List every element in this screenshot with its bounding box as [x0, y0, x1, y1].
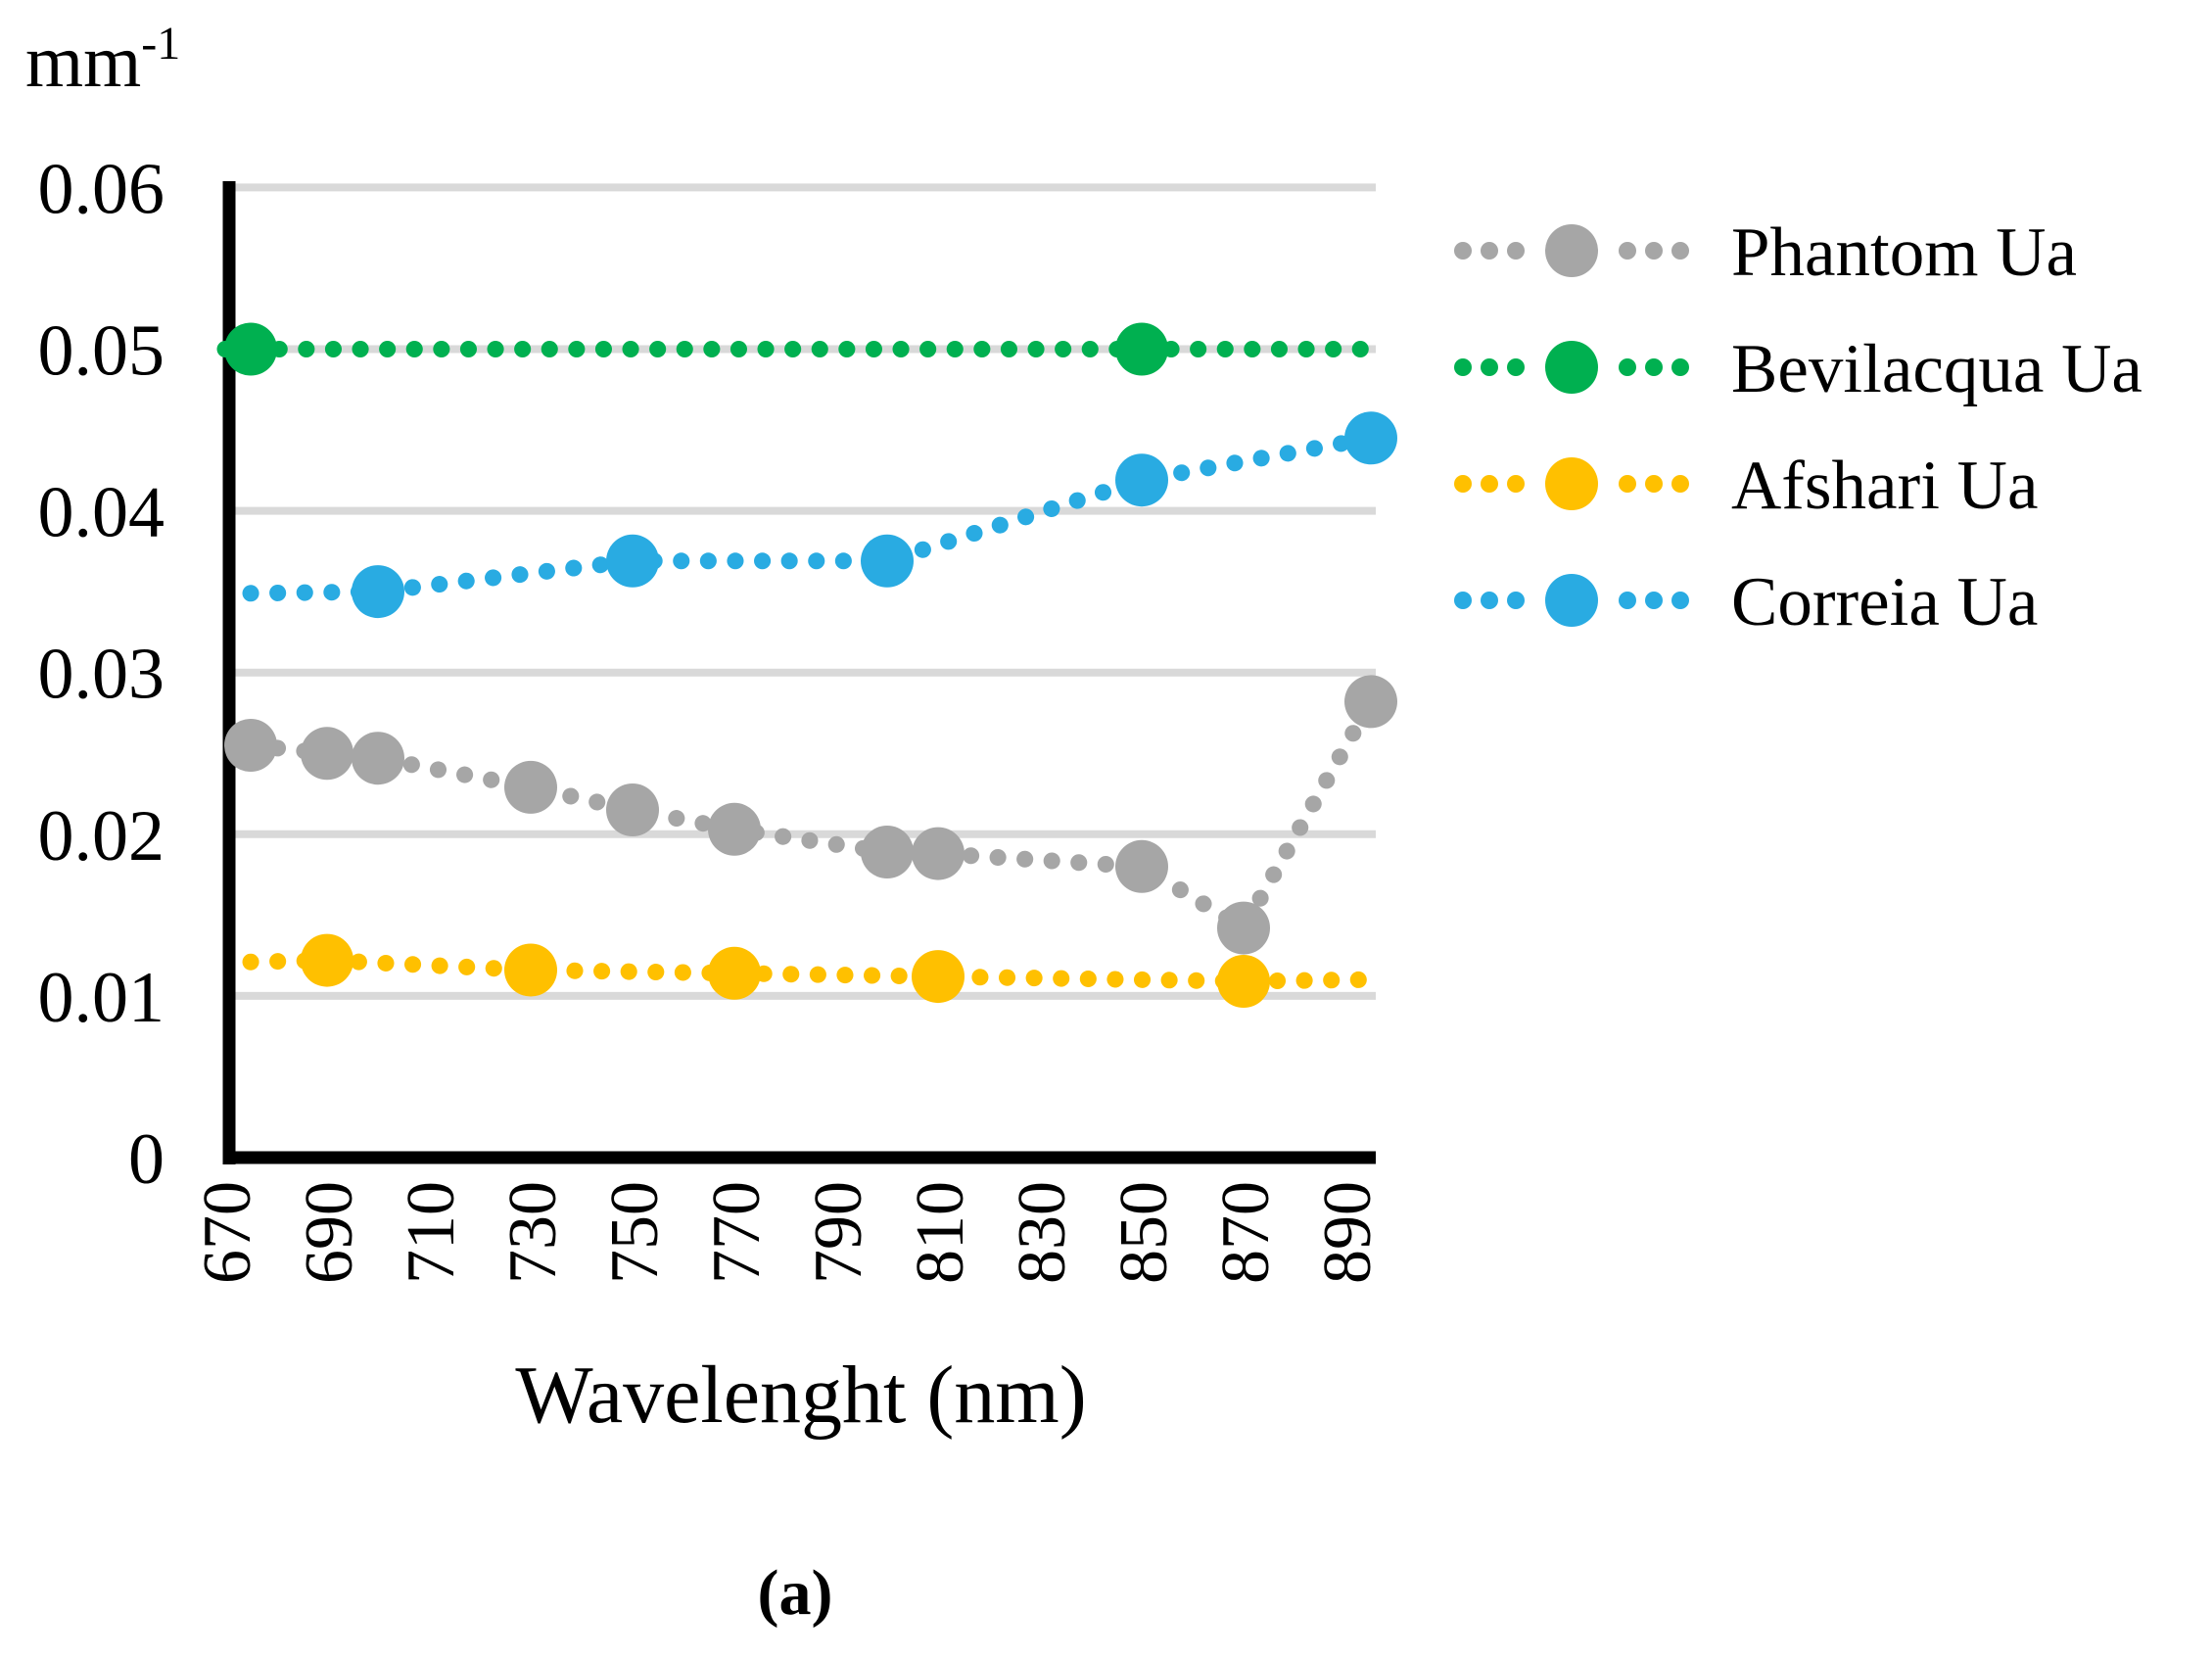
x-tick-label: 770 [699, 1181, 775, 1284]
x-axis-tick-labels: 670 690 710 730 750 770 790 810 830 850 870 890 [190, 1181, 1386, 1284]
series-afshari-ua [242, 933, 1370, 1008]
y-tick-label: 0.02 [38, 796, 165, 877]
data-point-marker [504, 943, 557, 997]
x-tick-label: 670 [190, 1181, 265, 1284]
y-tick-label: 0.05 [38, 311, 165, 392]
data-point-marker [1217, 955, 1270, 1008]
legend-label-correia-ua: Correia Ua [1731, 564, 2038, 640]
series-phantom-ua [224, 675, 1397, 955]
y-tick-label: 0 [128, 1119, 165, 1200]
data-point-marker [224, 322, 277, 376]
series-dotted-line [242, 692, 1380, 940]
y-tick-label: 0.03 [38, 635, 165, 715]
x-tick-label: 710 [394, 1181, 469, 1284]
x-axis-title: Wavelenght (nm) [515, 1350, 1086, 1441]
data-point-marker [1344, 675, 1397, 729]
x-tick-label: 870 [1208, 1181, 1284, 1284]
legend-markers [1454, 224, 1689, 627]
data-point-marker [708, 802, 761, 856]
data-point-marker [861, 826, 914, 878]
data-point-marker [1115, 453, 1168, 507]
data-point-marker [606, 783, 659, 836]
data-point-marker [606, 534, 659, 588]
y-axis-tick-labels: 0 0.01 0.02 0.03 0.04 0.05 0.06 [38, 149, 165, 1200]
series-bevilacqua-ua [216, 322, 1370, 376]
data-point-marker [224, 719, 277, 772]
legend-label-afshari-ua: Afshari Ua [1731, 448, 2038, 524]
x-tick-label: 830 [1005, 1181, 1080, 1284]
y-tick-label: 0.04 [38, 473, 165, 553]
y-axis-unit-label: mm-1 [25, 18, 180, 103]
series-dotted-line [242, 952, 1370, 990]
x-tick-label: 810 [903, 1181, 978, 1284]
legend-marker-correia-ua [1454, 574, 1689, 627]
x-tick-label: 750 [597, 1181, 673, 1284]
data-point-marker [1115, 322, 1168, 376]
y-axis-unit-exponent: -1 [141, 18, 180, 70]
series-dotted-line [242, 429, 1380, 602]
figure-caption: (a) [758, 1557, 833, 1629]
data-series [216, 322, 1397, 1008]
series-correia-ua [242, 411, 1397, 619]
y-tick-label: 0.01 [38, 958, 165, 1038]
legend: Phantom Ua Bevilacqua Ua Afshari Ua Corr… [1731, 214, 2142, 640]
data-point-marker [301, 727, 353, 781]
data-point-marker [352, 732, 404, 785]
x-tick-label: 850 [1106, 1181, 1182, 1284]
y-axis-unit-base: mm [25, 21, 141, 103]
data-point-marker [1344, 411, 1397, 465]
x-tick-label: 890 [1310, 1181, 1386, 1284]
legend-label-phantom-ua: Phantom Ua [1731, 214, 2077, 291]
legend-label-bevilacqua-ua: Bevilacqua Ua [1731, 331, 2142, 407]
data-point-marker [1115, 839, 1168, 893]
data-point-marker [504, 760, 557, 814]
data-point-marker [912, 950, 965, 1004]
legend-marker-afshari-ua [1454, 457, 1689, 510]
data-point-marker [708, 946, 761, 1000]
data-point-marker [912, 827, 965, 880]
legend-marker-bevilacqua-ua [1454, 341, 1689, 394]
data-point-marker [1217, 901, 1270, 955]
data-point-marker [352, 565, 404, 619]
legend-marker-phantom-ua [1454, 224, 1689, 277]
x-tick-label: 790 [801, 1181, 876, 1284]
x-tick-label: 730 [495, 1181, 571, 1284]
data-point-marker [301, 933, 353, 987]
y-tick-label: 0.06 [38, 149, 165, 229]
x-tick-label: 690 [292, 1181, 367, 1284]
data-point-marker [861, 534, 914, 588]
